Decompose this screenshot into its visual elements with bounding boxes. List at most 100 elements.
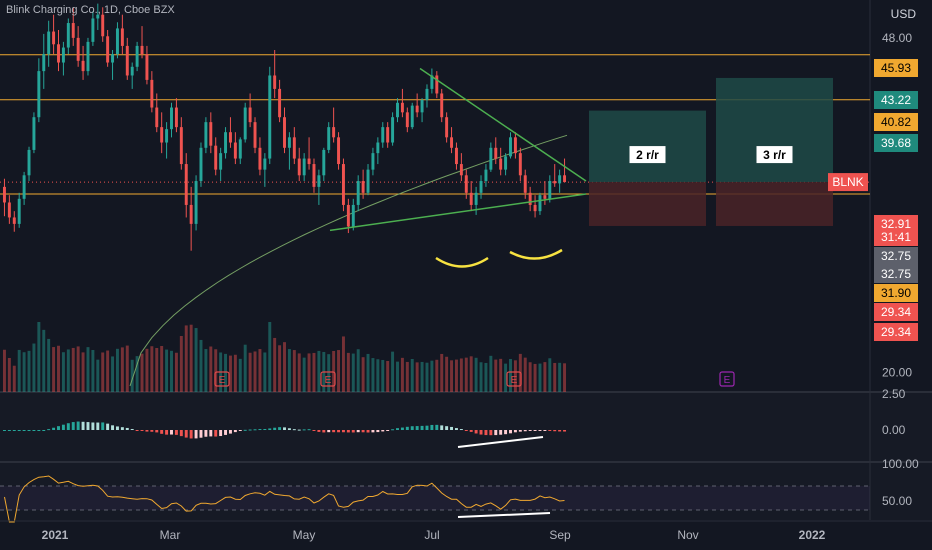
macd-bar (214, 430, 218, 437)
macd-bar (111, 425, 115, 430)
candle-body (32, 117, 36, 150)
candle-body (356, 181, 360, 205)
macd-bar (135, 430, 139, 431)
candle-body (81, 60, 85, 72)
volume-bar (32, 343, 36, 392)
candle-body (430, 75, 434, 89)
volume-bar (376, 359, 380, 392)
volume-bar (96, 359, 100, 392)
price-label-bg (874, 265, 918, 283)
volume-bar (445, 356, 449, 392)
macd-bar (106, 423, 110, 430)
price-label-bg (874, 91, 918, 109)
volume-bar (42, 329, 46, 392)
macd-pane (0, 392, 932, 462)
volume-bar (7, 357, 11, 392)
price-label: 32.75 (881, 267, 911, 281)
volume-bar (52, 347, 56, 392)
volume-bar (66, 349, 70, 392)
candle-body (57, 44, 60, 63)
macd-bar (170, 430, 173, 435)
volume-bar (287, 349, 291, 392)
trendline (419, 67, 587, 182)
candle-body (454, 147, 458, 165)
earnings-marker (320, 371, 336, 387)
macd-bar (12, 430, 16, 431)
earnings-marker-label: E (511, 375, 518, 386)
candle-body (504, 156, 508, 170)
macd-bar (258, 429, 262, 431)
volume-bar (425, 362, 429, 392)
volume-bar (533, 363, 537, 392)
chart-title: Blink Charging Co., 1D, Cboe BZX (6, 4, 175, 16)
candle-body (76, 37, 80, 61)
macd-bar (489, 430, 493, 436)
macd-bar (22, 430, 26, 431)
macd-bar (479, 430, 483, 435)
candle-body (312, 164, 316, 187)
candle-body (273, 75, 277, 89)
candle-body (346, 204, 350, 227)
candle-body (563, 175, 567, 183)
volume-bar (499, 358, 503, 392)
volume-bar (474, 357, 478, 392)
candle-body (37, 71, 41, 118)
volume-bar (194, 328, 198, 392)
macd-bar (174, 430, 178, 435)
candle-body (410, 105, 414, 128)
candle-body (233, 142, 237, 159)
candle-body (538, 195, 542, 212)
candle-body (140, 45, 144, 55)
time-tick: Nov (677, 528, 698, 542)
candle-body (302, 158, 306, 176)
macd-bar (459, 429, 463, 431)
volume-bar (238, 358, 242, 392)
candle-body (120, 28, 124, 46)
macd-bar (189, 430, 193, 439)
candle-body (366, 169, 370, 193)
macd-bar (199, 430, 203, 438)
volume-bar (12, 365, 16, 392)
volume-bar (258, 349, 262, 392)
volume-bar (140, 353, 144, 392)
macd-bar (233, 430, 237, 433)
candle-body (130, 66, 134, 76)
candle-body (420, 99, 424, 113)
candle-body (174, 107, 178, 128)
price-label-bg (874, 59, 918, 77)
candle-body (513, 137, 517, 154)
macd-bar (337, 430, 341, 433)
volume-bar (214, 349, 218, 392)
macd-bar (71, 422, 75, 430)
rsi-divergence-line (457, 512, 551, 518)
volume-bar (111, 356, 115, 392)
macd-bar (415, 426, 419, 430)
time-tick: May (293, 528, 316, 542)
volume-bar (440, 353, 444, 392)
candle-body (96, 14, 100, 19)
earnings-marker (506, 371, 522, 387)
candle-body (450, 137, 454, 148)
candle-body (459, 164, 463, 176)
macd-bar (332, 430, 336, 433)
macd-bar (351, 430, 355, 433)
volume-bar (273, 337, 277, 392)
candle-body (86, 41, 90, 72)
volume-bar (327, 354, 331, 392)
candle-body (523, 175, 527, 193)
macd-bar (7, 430, 11, 431)
volume-bar (125, 345, 129, 392)
time-tick: Mar (160, 528, 181, 542)
volume-bar (405, 361, 409, 392)
volume-bar (459, 358, 463, 392)
volume-bar (307, 353, 311, 392)
macd-bar (307, 429, 311, 431)
macd-bar (346, 430, 350, 433)
currency-label[interactable]: USD (890, 7, 916, 21)
macd-bar (386, 430, 390, 431)
risk-zone (589, 182, 706, 226)
candle-body (337, 137, 341, 165)
macd-bar (400, 427, 404, 430)
macd-bar (376, 430, 380, 433)
